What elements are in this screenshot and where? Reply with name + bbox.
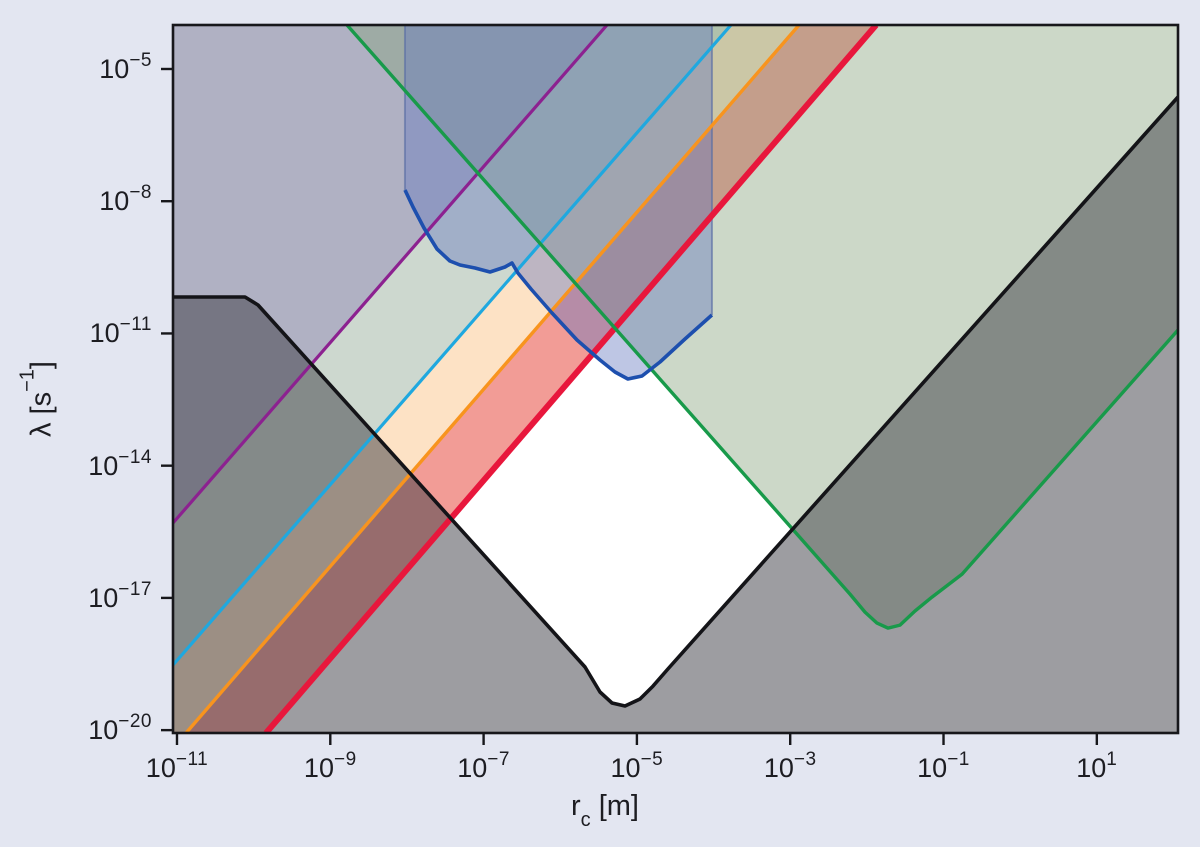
plot-content xyxy=(173,25,1178,733)
x-tick-label: 10−7 xyxy=(457,749,510,783)
curve-dark-blue-bound-curve xyxy=(403,189,714,381)
x-tick-label: 10−9 xyxy=(303,749,357,783)
x-tick-label: 10−3 xyxy=(763,749,817,783)
x-tick-label: 10−5 xyxy=(610,749,664,783)
region-gray-region-below-black-bound xyxy=(173,97,1178,733)
plot-frame xyxy=(171,23,1180,735)
y-tick-label: 10−20 xyxy=(88,711,152,746)
region-blue-band-above-blue-curve xyxy=(405,25,712,379)
x-axis-label: rc [m] xyxy=(570,790,640,831)
y-tick-label: 10−17 xyxy=(88,578,152,613)
y-axis-label: λ [s−1] xyxy=(16,361,58,437)
curve-black-lower-bound-curve xyxy=(173,95,1178,708)
y-tick-label: 10−5 xyxy=(99,49,152,84)
x-tick-label: 10−11 xyxy=(145,749,209,783)
x-tick-label: 101 xyxy=(1076,749,1118,783)
curve-red-bound-line xyxy=(263,25,879,733)
x-tick-label: 10−1 xyxy=(917,749,970,783)
y-tick-label: 10−11 xyxy=(89,314,152,349)
curve-green-bound-curve xyxy=(345,25,1178,630)
y-tick-label: 10−14 xyxy=(88,446,152,481)
curve-orange-bound-line xyxy=(184,25,801,733)
y-tick-label: 10−8 xyxy=(99,182,152,217)
curve-cyan-bound-line xyxy=(173,25,733,667)
curve-purple-bound-line xyxy=(173,25,609,525)
